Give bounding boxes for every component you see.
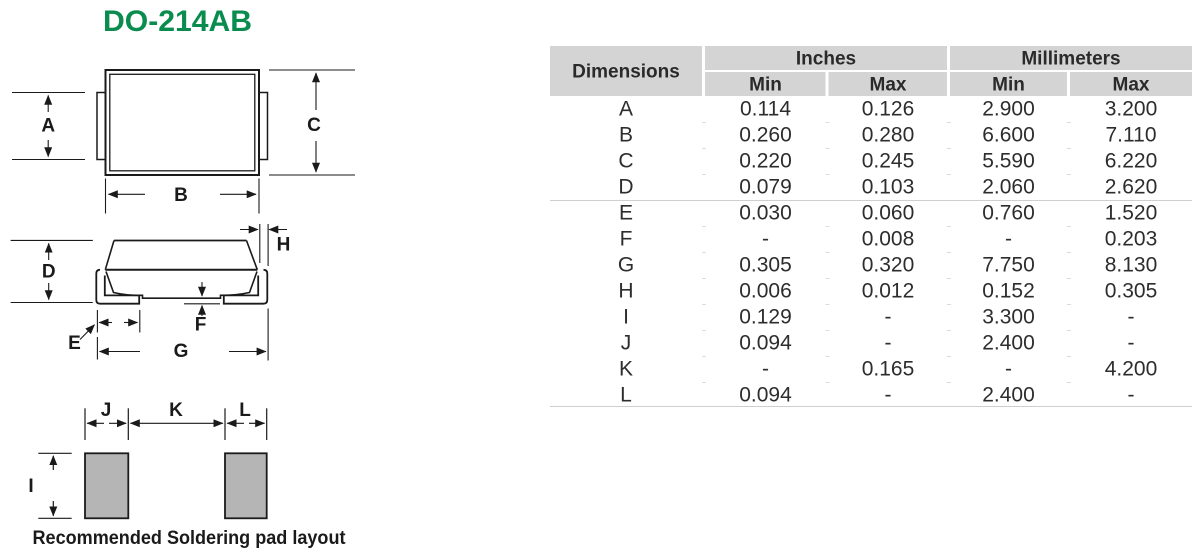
svg-text:Min: Min	[749, 75, 782, 96]
svg-text:-: -	[885, 332, 892, 355]
svg-text:1.520: 1.520	[1105, 202, 1158, 225]
svg-text:-: -	[885, 306, 892, 329]
svg-text:A: A	[41, 116, 55, 137]
svg-text:K: K	[619, 358, 633, 381]
svg-text:-: -	[1005, 228, 1012, 251]
svg-text:DO-214AB: DO-214AB	[103, 5, 252, 38]
svg-text:2.900: 2.900	[982, 98, 1035, 121]
svg-text:L: L	[239, 400, 251, 421]
svg-text:F: F	[620, 228, 633, 251]
svg-text:0.245: 0.245	[862, 150, 915, 173]
svg-text:0.203: 0.203	[1105, 228, 1158, 251]
svg-text:I: I	[28, 476, 33, 497]
svg-text:8.130: 8.130	[1105, 254, 1158, 277]
svg-text:-: -	[1128, 332, 1135, 355]
svg-text:-: -	[1128, 384, 1135, 407]
svg-text:Recommended Soldering pad layo: Recommended Soldering pad layout	[33, 528, 347, 549]
svg-text:H: H	[618, 280, 633, 303]
svg-text:0.008: 0.008	[862, 228, 915, 251]
svg-text:E: E	[68, 333, 81, 354]
svg-text:2.620: 2.620	[1105, 176, 1158, 199]
svg-text:Inches: Inches	[796, 49, 856, 70]
svg-text:C: C	[618, 150, 633, 173]
svg-text:0.006: 0.006	[739, 280, 792, 303]
svg-text:4.200: 4.200	[1105, 358, 1158, 381]
svg-text:2.400: 2.400	[982, 332, 1035, 355]
svg-text:0.114: 0.114	[740, 98, 791, 121]
svg-text:0.152: 0.152	[982, 280, 1035, 303]
svg-text:K: K	[169, 400, 183, 421]
svg-text:0.320: 0.320	[862, 254, 915, 277]
svg-text:5.590: 5.590	[982, 150, 1035, 173]
svg-text:0.305: 0.305	[739, 254, 792, 277]
svg-text:-: -	[762, 228, 769, 251]
svg-text:0.260: 0.260	[739, 124, 792, 147]
svg-text:B: B	[619, 124, 633, 147]
svg-text:C: C	[307, 115, 321, 136]
svg-text:D: D	[618, 176, 633, 199]
svg-text:7.110: 7.110	[1106, 124, 1157, 147]
svg-text:6.600: 6.600	[982, 124, 1035, 147]
svg-text:H: H	[277, 235, 291, 256]
svg-text:0.103: 0.103	[862, 176, 915, 199]
svg-text:0.760: 0.760	[982, 202, 1035, 225]
svg-text:B: B	[174, 185, 188, 206]
svg-text:-: -	[885, 384, 892, 407]
svg-text:I: I	[623, 306, 629, 329]
svg-text:J: J	[621, 332, 632, 355]
svg-text:0.094: 0.094	[739, 332, 792, 355]
svg-text:0.129: 0.129	[739, 306, 792, 329]
svg-text:0.079: 0.079	[739, 176, 792, 199]
svg-text:-: -	[1128, 306, 1135, 329]
svg-text:Max: Max	[870, 75, 907, 96]
svg-text:0.280: 0.280	[862, 124, 915, 147]
svg-text:Dimensions: Dimensions	[572, 62, 680, 83]
svg-text:0.165: 0.165	[862, 358, 915, 381]
svg-text:3.300: 3.300	[982, 306, 1035, 329]
svg-text:E: E	[619, 202, 633, 225]
svg-text:F: F	[195, 315, 207, 336]
svg-text:3.200: 3.200	[1105, 98, 1158, 121]
svg-text:0.220: 0.220	[739, 150, 792, 173]
svg-text:0.305: 0.305	[1105, 280, 1158, 303]
svg-text:Max: Max	[1113, 75, 1150, 96]
svg-text:D: D	[42, 262, 56, 283]
svg-text:Millimeters: Millimeters	[1021, 49, 1120, 70]
svg-text:J: J	[101, 400, 112, 421]
svg-text:6.220: 6.220	[1105, 150, 1158, 173]
svg-text:L: L	[620, 384, 632, 407]
svg-text:0.126: 0.126	[862, 98, 915, 121]
svg-text:A: A	[619, 98, 633, 121]
svg-text:7.750: 7.750	[982, 254, 1035, 277]
svg-text:0.012: 0.012	[862, 280, 915, 303]
svg-text:G: G	[174, 341, 189, 362]
svg-text:Min: Min	[992, 75, 1025, 96]
svg-text:0.060: 0.060	[862, 202, 915, 225]
svg-text:-: -	[1005, 358, 1012, 381]
svg-text:2.060: 2.060	[982, 176, 1035, 199]
svg-text:0.030: 0.030	[739, 202, 792, 225]
svg-text:2.400: 2.400	[982, 384, 1035, 407]
svg-text:G: G	[618, 254, 634, 277]
svg-text:-: -	[762, 358, 769, 381]
svg-text:0.094: 0.094	[739, 384, 792, 407]
